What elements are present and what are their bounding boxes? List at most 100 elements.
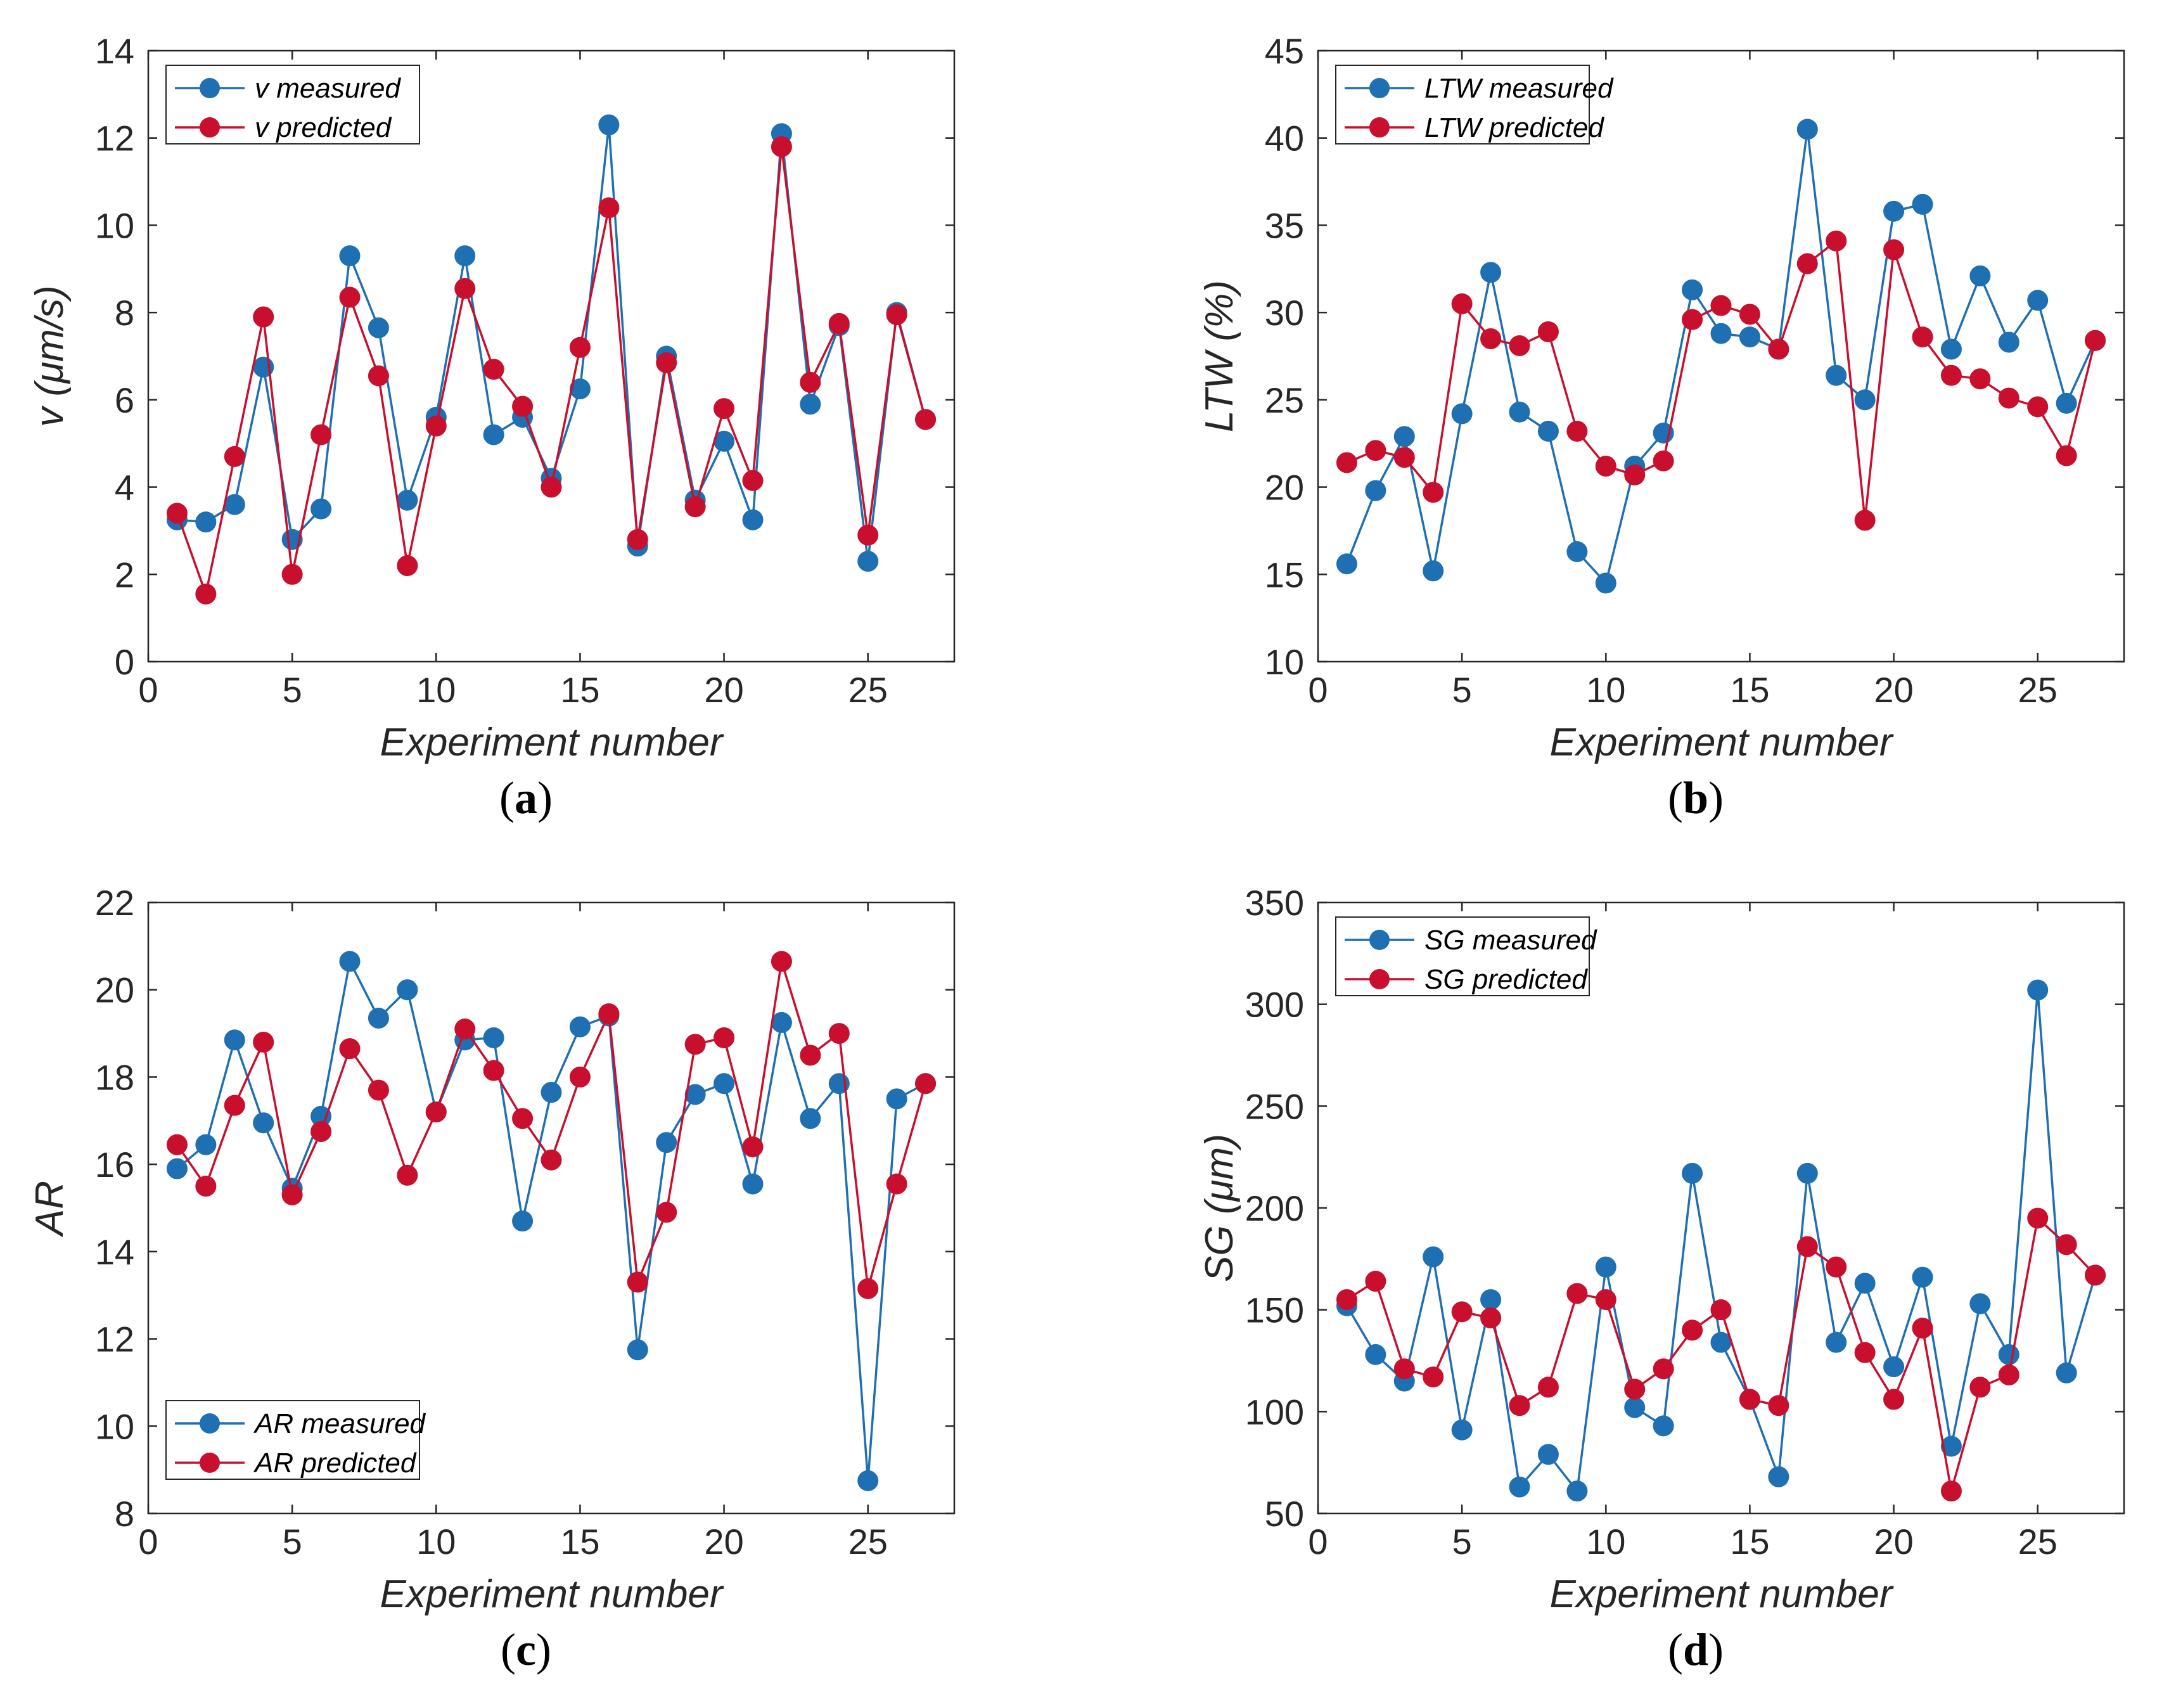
data-point-predicted <box>742 470 764 491</box>
x-axis-label: Experiment number <box>380 721 724 764</box>
data-point-measured <box>253 1112 274 1134</box>
data-point-measured <box>1566 541 1588 562</box>
data-point-predicted <box>1682 1320 1703 1341</box>
data-point-predicted <box>1653 1358 1674 1380</box>
legend-marker <box>200 78 220 98</box>
y-tick-label: 45 <box>1265 31 1304 71</box>
data-point-predicted <box>195 583 217 605</box>
legend-marker <box>1369 969 1390 989</box>
data-point-measured <box>569 1016 591 1037</box>
data-point-predicted <box>195 1176 217 1197</box>
x-tick-label: 0 <box>138 670 158 710</box>
data-point-measured <box>1393 426 1415 447</box>
data-point-predicted <box>1796 1236 1818 1257</box>
y-tick-label: 8 <box>115 1494 134 1534</box>
x-tick-label: 25 <box>848 670 888 710</box>
data-point-measured <box>1365 480 1386 501</box>
data-point-measured <box>195 1134 217 1155</box>
data-point-measured <box>2056 392 2077 414</box>
legend-entry: v measured <box>255 73 401 104</box>
legend-marker <box>200 117 220 138</box>
data-point-measured <box>598 114 620 136</box>
data-point-predicted <box>800 1044 821 1066</box>
data-point-predicted <box>1451 293 1473 314</box>
data-point-predicted <box>339 286 361 308</box>
data-point-predicted <box>483 359 504 380</box>
y-tick-label: 20 <box>1265 468 1304 508</box>
data-point-measured <box>2027 979 2049 1001</box>
data-point-measured <box>397 979 418 1001</box>
y-tick-label: 12 <box>95 1320 134 1359</box>
data-point-measured <box>1854 389 1876 411</box>
data-point-predicted <box>454 1018 476 1040</box>
data-point-predicted <box>1682 309 1703 330</box>
x-tick-label: 0 <box>1308 1522 1328 1562</box>
data-point-measured <box>166 1158 188 1179</box>
data-point-predicted <box>627 1271 648 1293</box>
legend-marker <box>200 1453 220 1473</box>
data-point-predicted <box>1365 1271 1386 1292</box>
data-point-measured <box>1537 420 1559 442</box>
data-point-predicted <box>1365 440 1386 461</box>
data-point-measured <box>1595 572 1616 594</box>
data-point-predicted <box>483 1060 504 1081</box>
x-tick-label: 0 <box>138 1522 158 1562</box>
x-tick-label: 15 <box>1730 670 1769 710</box>
data-point-measured <box>1883 200 1905 222</box>
data-point-predicted <box>512 395 534 417</box>
data-point-measured <box>454 245 476 267</box>
data-point-predicted <box>2085 1264 2106 1286</box>
x-tick-label: 5 <box>1452 1522 1472 1562</box>
data-point-measured <box>1566 1480 1588 1502</box>
y-tick-label: 16 <box>95 1145 134 1185</box>
x-tick-label: 5 <box>283 670 302 710</box>
data-point-predicted <box>2027 1207 2049 1229</box>
data-point-predicted <box>828 1023 850 1044</box>
y-tick-label: 18 <box>95 1057 134 1097</box>
y-axis-label: v (μm/s) <box>28 285 72 427</box>
x-tick-label: 25 <box>2018 670 2058 710</box>
x-tick-label: 20 <box>1874 1522 1913 1562</box>
legend: AR measured AR predicted <box>165 1400 426 1480</box>
data-point-predicted <box>656 352 677 373</box>
panel-label: (d) <box>1668 1624 1724 1675</box>
data-point-predicted <box>1595 456 1616 477</box>
data-point-measured <box>483 424 504 446</box>
data-point-measured <box>742 1173 764 1195</box>
data-point-measured <box>684 1084 706 1105</box>
data-point-predicted <box>2056 1234 2077 1255</box>
x-tick-label: 5 <box>283 1522 302 1562</box>
data-point-measured <box>1826 1332 1847 1353</box>
data-point-predicted <box>1624 464 1646 485</box>
data-point-measured <box>800 394 821 415</box>
data-point-measured <box>1624 1397 1646 1418</box>
data-point-measured <box>742 509 764 530</box>
data-point-predicted <box>714 398 735 420</box>
legend: SG measured SG predicted <box>1335 916 1597 996</box>
data-point-predicted <box>1710 295 1732 316</box>
legend-entry: SG predicted <box>1424 964 1588 995</box>
data-point-measured <box>1912 1266 1933 1288</box>
data-point-predicted <box>1826 230 1847 252</box>
data-point-predicted <box>368 1079 389 1101</box>
data-point-predicted <box>310 424 332 446</box>
data-point-predicted <box>1854 510 1876 531</box>
data-point-predicted <box>281 563 303 585</box>
axes-box <box>147 49 956 663</box>
y-tick-label: 8 <box>115 293 134 333</box>
y-tick-label: 2 <box>115 555 134 594</box>
data-point-measured <box>1682 1162 1703 1184</box>
data-point-predicted <box>915 409 937 430</box>
x-tick-label: 15 <box>560 670 599 710</box>
data-point-measured <box>310 498 332 520</box>
legend-entry: SG measured <box>1424 925 1597 956</box>
data-point-measured <box>1365 1344 1386 1365</box>
data-point-predicted <box>1768 1395 1789 1416</box>
data-point-measured <box>1537 1444 1559 1465</box>
data-point-predicted <box>397 1164 418 1186</box>
data-point-measured <box>195 511 217 533</box>
data-point-measured <box>1912 193 1933 215</box>
y-axis-label: AR <box>28 1181 72 1238</box>
data-point-measured <box>224 494 245 515</box>
data-point-predicted <box>425 415 447 437</box>
